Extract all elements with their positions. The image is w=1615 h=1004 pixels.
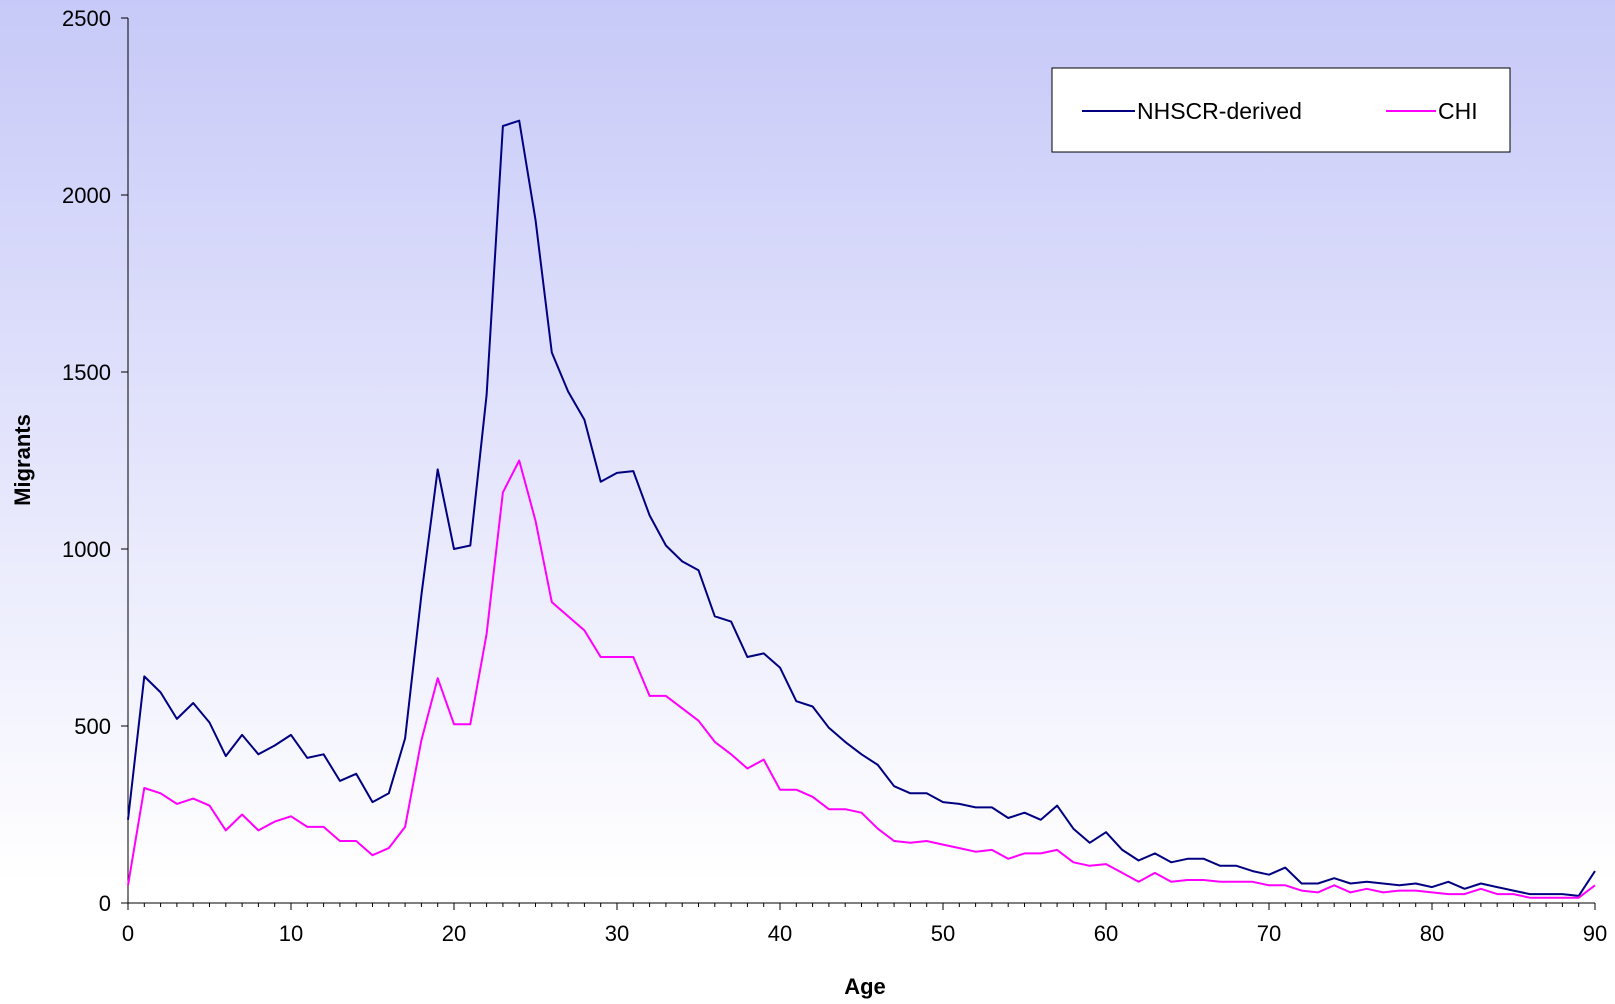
x-tick-label: 40 [768,921,792,946]
y-tick-label: 2000 [62,183,111,208]
legend-label-nhscr-derived: NHSCR-derived [1137,98,1302,124]
x-tick-label: 90 [1583,921,1607,946]
legend: NHSCR-derived CHI [1051,67,1511,153]
x-axis-title: Age [844,974,886,999]
y-tick-label: 1000 [62,537,111,562]
y-tick-label: 500 [74,714,111,739]
x-tick-label: 50 [931,921,955,946]
x-tick-label: 10 [279,921,303,946]
series-line-nhscr-derived [127,119,1596,897]
y-tick-label: 0 [99,891,111,916]
y-tick-label: 1500 [62,360,111,385]
axes: 0 500 1000 1500 2000 2500 0 10 20 30 40 50 60 70 80 90 [62,6,1607,946]
y-tick-label: 2500 [62,6,111,31]
x-tick-label: 70 [1257,921,1281,946]
x-tick-label: 0 [122,921,134,946]
x-tick-label: 20 [442,921,466,946]
series-line-chi [127,459,1596,899]
x-tick-label: 60 [1094,921,1118,946]
legend-label-chi: CHI [1438,98,1478,124]
y-axis-title: Migrants [10,414,35,506]
x-tick-label: 30 [605,921,629,946]
x-tick-label: 80 [1420,921,1444,946]
series-group [127,119,1596,899]
